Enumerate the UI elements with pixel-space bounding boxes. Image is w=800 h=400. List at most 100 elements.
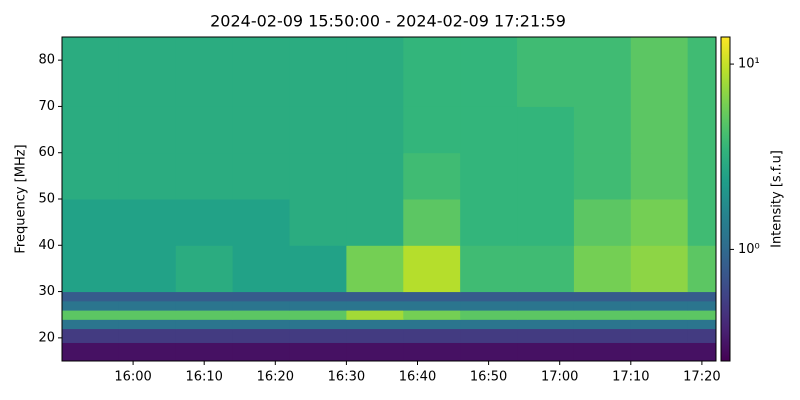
heatmap-cell — [460, 328, 518, 343]
heatmap-cell — [118, 106, 177, 154]
heatmap-cell — [630, 300, 689, 311]
heatmap-cell — [118, 342, 177, 362]
x-tick-label: 16:00 — [114, 370, 151, 385]
heatmap-cell — [346, 319, 404, 330]
heatmap-cell — [346, 342, 404, 362]
heatmap-cell — [346, 152, 404, 200]
y-tick-label: 60 — [38, 145, 55, 160]
heatmap-cell — [630, 152, 689, 200]
heatmap-cell — [460, 319, 518, 330]
heatmap-cell — [175, 300, 234, 311]
heatmap-cell — [289, 106, 347, 154]
heatmap-cell — [687, 106, 717, 154]
heatmap-cell — [517, 152, 575, 200]
heatmap-cell — [232, 245, 291, 293]
heatmap-cell — [289, 152, 347, 200]
heatmap-cell — [346, 291, 404, 302]
heatmap-cell — [232, 328, 291, 343]
heatmap-cell — [403, 291, 461, 302]
heatmap-cell — [118, 319, 177, 330]
heatmap-cell — [289, 342, 347, 362]
heatmap-cell — [232, 37, 291, 107]
heatmap-cell — [630, 37, 689, 107]
heatmap-cell — [118, 152, 177, 200]
heatmap-cell — [62, 106, 120, 154]
heatmap-cell — [573, 310, 632, 320]
heatmap-cell — [175, 106, 234, 154]
heatmap-cell — [62, 342, 120, 362]
heatmap-cell — [62, 37, 120, 107]
heatmap-cell — [346, 199, 404, 246]
heatmap-cell — [687, 37, 717, 107]
heatmap-cell — [232, 199, 291, 246]
x-tick-label: 16:20 — [257, 370, 294, 385]
heatmap-cell — [175, 152, 234, 200]
heatmap-cell — [517, 106, 575, 154]
x-tick-label: 17:20 — [683, 370, 720, 385]
heatmap-cell — [62, 328, 120, 343]
heatmap-cell — [630, 199, 689, 246]
heatmap-cell — [289, 319, 347, 330]
x-tick-label: 16:10 — [185, 370, 222, 385]
heatmap-cell — [687, 319, 717, 330]
heatmap-cell — [175, 291, 234, 302]
heatmap-cell — [630, 319, 689, 330]
heatmap-cell — [232, 291, 291, 302]
heatmap-cell — [460, 37, 518, 107]
heatmap-cell — [232, 342, 291, 362]
heatmap-cell — [573, 199, 632, 246]
heatmap-cell — [573, 328, 632, 343]
heatmap-cell — [687, 342, 717, 362]
heatmap-cell — [346, 300, 404, 311]
heatmap-cell — [517, 342, 575, 362]
heatmap-cell — [573, 152, 632, 200]
heatmap-cell — [232, 300, 291, 311]
heatmap-cell — [460, 300, 518, 311]
heatmap-cell — [517, 319, 575, 330]
y-tick-label: 80 — [38, 53, 55, 68]
heatmap-cell — [62, 300, 120, 311]
heatmap-cell — [460, 310, 518, 320]
heatmap-cell — [62, 199, 120, 246]
heatmap-cell — [403, 199, 461, 246]
heatmap-cell — [460, 291, 518, 302]
heatmap-cell — [232, 310, 291, 320]
heatmap-cell — [460, 199, 518, 246]
heatmap-cell — [62, 152, 120, 200]
heatmap-cell — [403, 106, 461, 154]
y-tick-label: 40 — [38, 238, 55, 253]
heatmap-cell — [460, 152, 518, 200]
heatmap-cell — [232, 152, 291, 200]
heatmap-cell — [517, 245, 575, 293]
heatmap-cell — [175, 37, 234, 107]
heatmap-cell — [460, 342, 518, 362]
heatmap-cell — [403, 342, 461, 362]
heatmap-cell — [630, 342, 689, 362]
heatmap-cell — [403, 37, 461, 107]
heatmap-cell — [630, 106, 689, 154]
y-tick-label: 20 — [38, 330, 55, 345]
heatmap-cell — [403, 319, 461, 330]
heatmap-cell — [573, 291, 632, 302]
heatmap-cell — [630, 310, 689, 320]
y-axis-label: Frequency [MHz] — [14, 144, 29, 253]
heatmap-cell — [403, 152, 461, 200]
heatmap-cell — [62, 319, 120, 330]
heatmap-cell — [346, 310, 404, 320]
heatmap-cell — [175, 319, 234, 330]
heatmap-cell — [573, 245, 632, 293]
colorbar-label: Intensity [s.f.u] — [770, 150, 785, 248]
heatmap-cell — [573, 319, 632, 330]
heatmap-cell — [289, 328, 347, 343]
heatmap-cell — [289, 37, 347, 107]
chart-title: 2024-02-09 15:50:00 - 2024-02-09 17:21:5… — [210, 12, 566, 31]
heatmap-cell — [118, 37, 177, 107]
heatmap-cell — [118, 310, 177, 320]
heatmap-cell — [573, 106, 632, 154]
x-tick-label: 16:40 — [399, 370, 436, 385]
heatmap-cell — [289, 310, 347, 320]
heatmap-cell — [232, 106, 291, 154]
heatmap-cell — [346, 37, 404, 107]
heatmap-cell — [460, 106, 518, 154]
